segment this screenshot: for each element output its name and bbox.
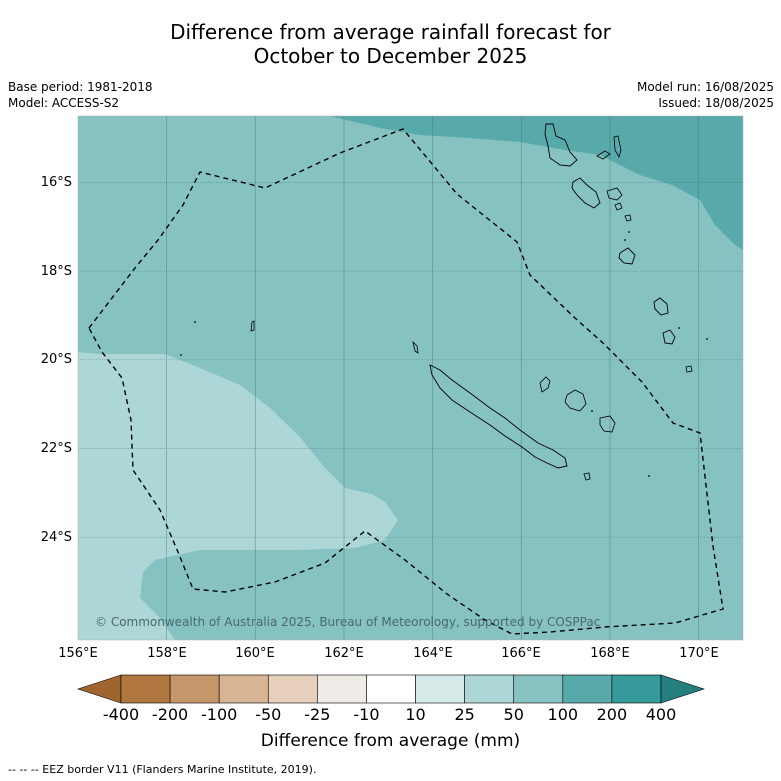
meta-right: Model run: 16/08/2025 Issued: 18/08/2025 <box>637 79 774 111</box>
colorbar-title: Difference from average (mm) <box>260 731 521 751</box>
island-isle-of-pines <box>583 472 591 481</box>
lon-label-162e: 162°E <box>324 646 364 661</box>
island-malekula <box>571 177 601 209</box>
islet <box>628 231 630 233</box>
islet <box>624 239 626 241</box>
island-espiritu-santo <box>544 123 578 167</box>
island-maewo <box>613 135 622 159</box>
colorbar-segment <box>120 674 171 704</box>
lon-label-160e: 160°E <box>235 646 275 661</box>
lat-label-18s: 18°S <box>40 264 72 279</box>
zone-100-200 <box>330 116 743 250</box>
zone-25-50 <box>78 352 398 640</box>
island-shepherd <box>624 214 632 222</box>
islet <box>591 410 593 412</box>
island-aneityum <box>685 365 693 373</box>
colorbar-segment <box>317 674 367 704</box>
island-chesterfield <box>250 320 255 332</box>
lon-label-168e: 168°E <box>590 646 630 661</box>
colorbar-tick-label: -400 <box>102 705 140 724</box>
lat-label-24s: 24°S <box>40 530 72 545</box>
colorbar-extend-high <box>660 674 705 704</box>
lon-label-166e: 166°E <box>501 646 541 661</box>
colorbar-tick-label: 100 <box>547 705 579 724</box>
base-period: Base period: 1981-2018 <box>8 80 153 94</box>
model-run: Model run: 16/08/2025 <box>636 80 774 94</box>
colorbar-segment <box>415 674 465 704</box>
map-frame <box>77 115 744 641</box>
eez-footnote: -- -- -- EEZ border V11 (Flanders Marine… <box>8 763 317 776</box>
colorbar-tick-label: -25 <box>304 705 331 724</box>
colorbar-segment <box>464 674 515 704</box>
colorbar-tick-label: -10 <box>353 705 380 724</box>
eez-border <box>88 128 724 635</box>
colorbar-segment <box>267 674 318 704</box>
gridlines <box>78 116 743 640</box>
lon-label-164e: 164°E <box>413 646 453 661</box>
island-efate <box>618 247 636 265</box>
colorbar-segment <box>611 674 662 704</box>
issued-date: Issued: 18/08/2025 <box>658 96 774 110</box>
colorbar-segment <box>169 674 220 704</box>
lon-label-156e: 156°E <box>58 646 98 661</box>
islet <box>180 354 182 356</box>
colorbar-tick-label: 200 <box>596 705 628 724</box>
title-line-2: October to December 2025 <box>253 44 528 68</box>
colorbar-segment <box>366 674 416 704</box>
colorbar-tick-label: 50 <box>503 705 524 724</box>
lon-label-158e: 158°E <box>147 646 187 661</box>
island-small <box>412 340 419 354</box>
island-new-caledonia <box>429 364 568 469</box>
island-erromango <box>653 297 669 316</box>
colorbar-tick-label: -100 <box>201 705 238 724</box>
lat-label-16s: 16°S <box>40 175 72 190</box>
title-line-1: Difference from average rainfall forecas… <box>170 20 611 44</box>
colorbar-tick-label: 10 <box>405 705 426 724</box>
meta-left: Base period: 1981-2018 Model: ACCESS-S2 <box>8 79 153 111</box>
copyright-text: © Commonwealth of Australia 2025, Bureau… <box>95 615 600 629</box>
islet <box>678 327 680 329</box>
colorbar-segment <box>562 674 613 704</box>
island-lifou <box>564 389 587 412</box>
colorbar-tick-label: 400 <box>645 705 677 724</box>
colorbar-tick-label: -200 <box>151 705 189 724</box>
colorbar-tick-label: -50 <box>255 705 282 724</box>
island-ouvea <box>539 376 551 393</box>
map-area <box>78 116 743 640</box>
map-title: Difference from average rainfall forecas… <box>0 20 781 68</box>
lat-label-22s: 22°S <box>40 441 72 456</box>
island-mare <box>599 415 616 433</box>
islet <box>706 338 708 340</box>
colorbar <box>77 674 705 704</box>
colorbar-extend-low <box>77 674 122 704</box>
island-ambae <box>596 150 611 160</box>
island-tanna <box>662 329 676 345</box>
colorbar-tick-label: 25 <box>454 705 475 724</box>
colorbar-segment <box>218 674 269 704</box>
model-name: Model: ACCESS-S2 <box>8 96 120 110</box>
islet <box>194 321 196 323</box>
lon-label-170e: 170°E <box>679 646 719 661</box>
island-epi <box>614 202 623 211</box>
island-ambrym <box>606 187 623 201</box>
lat-label-20s: 20°S <box>40 352 72 367</box>
islet <box>648 475 650 477</box>
colorbar-segment <box>513 674 564 704</box>
